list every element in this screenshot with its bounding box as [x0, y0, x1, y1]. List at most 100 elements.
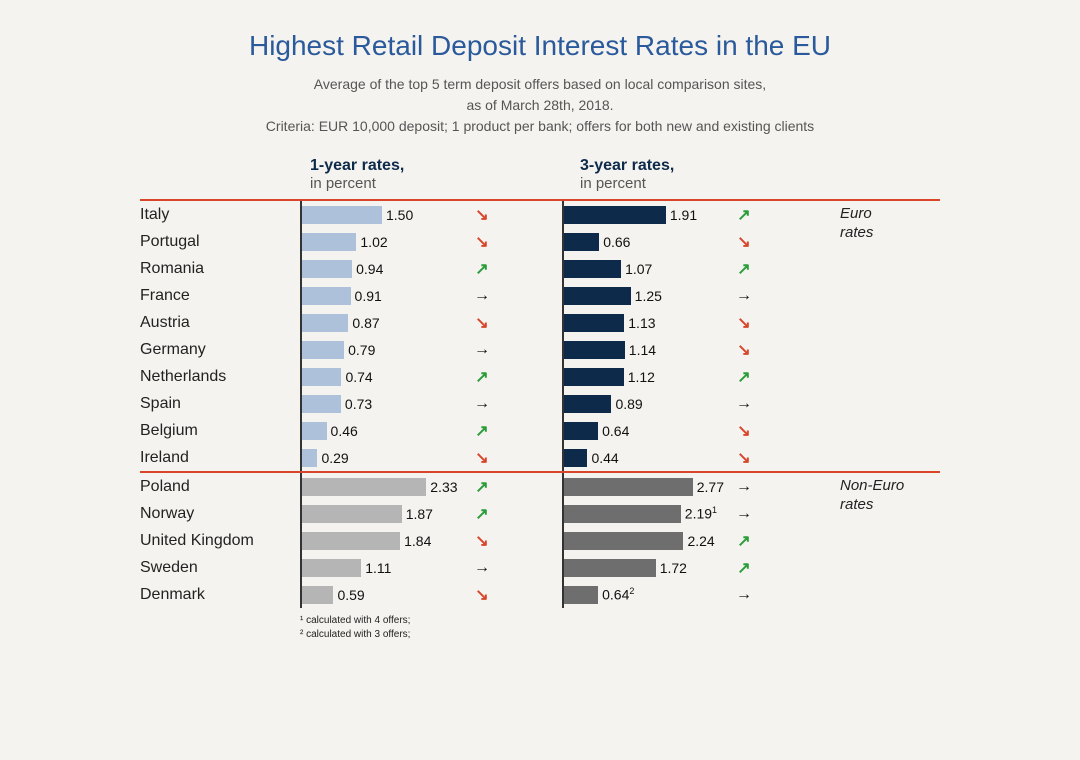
group-label-noneuro: Non-Eurorates: [840, 477, 904, 515]
trend-arrow-icon: ↗: [724, 259, 764, 279]
bar-value: 0.29: [321, 450, 348, 466]
trend-arrow-icon: →: [462, 287, 502, 305]
bar: [302, 422, 327, 440]
bar: [302, 478, 426, 496]
chart-cell: 2.77→: [562, 473, 824, 500]
bar-value: 0.44: [591, 450, 618, 466]
trend-arrow-icon: ↗: [462, 259, 502, 279]
chart-row: Ireland 0.29 ↘ 0.44 ↘: [140, 444, 940, 471]
chart-cell: 0.91→: [300, 282, 562, 309]
chart-row: Austria0.87↘ 1.13 ↘: [140, 309, 940, 336]
group-label-euro: Eurorates: [840, 205, 873, 243]
trend-arrow-icon: ↘: [724, 421, 764, 441]
trend-arrow-icon: ↘: [724, 448, 764, 468]
bar-value: 1.13: [628, 315, 655, 331]
bar-value: 0.64: [602, 423, 629, 439]
bar-value: 0.74: [345, 369, 372, 385]
chart-cell: 1.25 →: [562, 282, 824, 309]
bar-area: 1.84: [302, 527, 462, 554]
bar-value: 1.84: [404, 533, 431, 549]
trend-arrow-icon: →: [462, 341, 502, 359]
bar: [564, 206, 666, 224]
trend-arrow-icon: ↘: [462, 448, 502, 468]
subtitle-line: Criteria: EUR 10,000 deposit; 1 product …: [40, 116, 1040, 137]
chart-row: Denmark0.59↘0.642→: [140, 581, 940, 608]
bar: [302, 532, 400, 550]
bar: [302, 206, 382, 224]
bar-area: 0.66: [564, 228, 724, 255]
bar-area: 0.64: [564, 417, 724, 444]
bar-value: 1.91: [670, 207, 697, 223]
chart-cell: 0.44 ↘: [562, 444, 824, 471]
chart-row: Germany0.79→1.14↘: [140, 336, 940, 363]
col-sub: in percent: [580, 175, 646, 192]
bar-area: 0.91: [302, 282, 462, 309]
bar-area: 0.59: [302, 581, 462, 608]
bar: [564, 586, 598, 604]
bar: [302, 260, 352, 278]
country-label: Austria: [140, 314, 300, 332]
chart-cell: 0.46↗: [300, 417, 562, 444]
bar: [564, 559, 656, 577]
bar: [564, 260, 621, 278]
bar-area: 0.94: [302, 255, 462, 282]
trend-arrow-icon: ↘: [462, 205, 502, 225]
trend-arrow-icon: ↗: [724, 558, 764, 578]
subtitle-line: as of March 28th, 2018.: [40, 95, 1040, 116]
chart-page: Highest Retail Deposit Interest Rates in…: [0, 0, 1080, 652]
chart-cell: 1.13 ↘: [562, 309, 824, 336]
bar-value: 0.642: [602, 586, 634, 603]
bar-value: 1.87: [406, 506, 433, 522]
trend-arrow-icon: ↘: [724, 340, 764, 360]
trend-arrow-icon: →: [462, 559, 502, 577]
bar-area: 1.87: [302, 500, 462, 527]
bar: [302, 314, 348, 332]
chart-row: Romania0.94↗1.07↗: [140, 255, 940, 282]
bar: [564, 287, 631, 305]
bar-area: 1.12: [564, 363, 724, 390]
chart-cell: 1.11→: [300, 554, 562, 581]
col-title: 3-year rates,: [580, 157, 674, 174]
bar-area: 0.87: [302, 309, 462, 336]
chart-cell: 0.59↘: [300, 581, 562, 608]
country-label: Germany: [140, 341, 300, 359]
bar-area: 1.50: [302, 201, 462, 228]
trend-arrow-icon: ↗: [724, 367, 764, 387]
bar-value: 1.50: [386, 207, 413, 223]
bar-value: 1.25: [635, 288, 662, 304]
trend-arrow-icon: ↗: [724, 531, 764, 551]
chart-cell: 0.74↗: [300, 363, 562, 390]
chart-cell: 1.87↗: [300, 500, 562, 527]
country-label: Denmark: [140, 586, 300, 604]
bar-area: 0.79: [302, 336, 462, 363]
trend-arrow-icon: →: [724, 478, 764, 496]
chart-cell: 1.12↗: [562, 363, 824, 390]
bar: [302, 586, 333, 604]
subtitle-line: Average of the top 5 term deposit offers…: [40, 74, 1040, 95]
country-label: Netherlands: [140, 368, 300, 386]
chart-cell: 0.87↘: [300, 309, 562, 336]
bar-area: 0.73: [302, 390, 462, 417]
chart-cell: 0.29 ↘: [300, 444, 562, 471]
bar-value: 0.79: [348, 342, 375, 358]
bar-value: 0.89: [615, 396, 642, 412]
footnote: ¹ calculated with 4 offers;: [300, 614, 940, 628]
page-title: Highest Retail Deposit Interest Rates in…: [40, 30, 1040, 62]
chart-row: Italy1.50↘1.91↗: [140, 201, 940, 228]
trend-arrow-icon: ↘: [462, 585, 502, 605]
bar-value: 2.77: [697, 479, 724, 495]
chart-row: France0.91→1.25→: [140, 282, 940, 309]
trend-arrow-icon: ↘: [462, 232, 502, 252]
trend-arrow-icon: →: [724, 287, 764, 305]
country-label: Ireland: [140, 449, 300, 467]
bar-area: 1.25: [564, 282, 724, 309]
chart-cell: 2.24↗: [562, 527, 824, 554]
trend-arrow-icon: ↘: [724, 313, 764, 333]
trend-arrow-icon: ↗: [462, 421, 502, 441]
col-sub: in percent: [310, 175, 376, 192]
bar: [302, 449, 317, 467]
bar-area: 2.191: [564, 500, 724, 527]
chart-row: Portugal1.02↘0.66↘: [140, 228, 940, 255]
chart-cell: 1.72↗: [562, 554, 824, 581]
bar-area: 2.77: [564, 473, 724, 500]
